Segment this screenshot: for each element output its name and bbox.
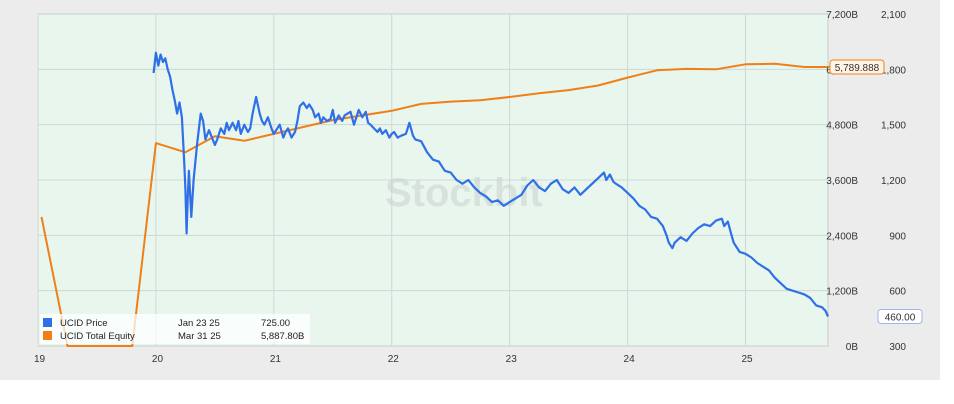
y-left-tick-label: 7,200B	[826, 10, 858, 21]
y-right-tick-label: 1,200	[881, 176, 906, 187]
x-tick-label: 19	[34, 354, 46, 365]
legend-label-equity: UCID Total Equity	[60, 331, 135, 342]
y-right-tick-label: 1,800	[881, 65, 906, 76]
legend-value-price: 725.00	[261, 318, 290, 329]
price-line	[152, 51, 830, 317]
x-tick-label: 20	[152, 354, 164, 365]
watermark: Stockbit	[385, 171, 543, 215]
y-left-tick-label: 1,200B	[826, 287, 858, 298]
equity-last-value-box	[829, 59, 885, 75]
y-right-tick-label: 2,100	[881, 10, 906, 21]
legend-swatch-price	[43, 318, 52, 327]
series-layer	[40, 51, 830, 347]
chart-frame: Stockbit 19 20 21 22 23 24 25 0B 1,200B 2,400B 3,…	[0, 0, 940, 380]
legend-value-equity: 5,887.80B	[261, 331, 304, 342]
y-left-tick-label: 4,800B	[826, 121, 858, 132]
x-tick-label: 21	[270, 354, 282, 365]
y-left-tick-label: 2,400B	[826, 231, 858, 242]
y-right-tick-label: 600	[889, 287, 906, 298]
legend-background	[40, 314, 310, 344]
legend-label-price: UCID Price	[60, 318, 108, 329]
legend: UCID Price Jan 23 25 725.00 UCID Total E…	[40, 314, 310, 344]
y-left-tick-label: 3,600B	[826, 176, 858, 187]
legend-swatch-equity	[43, 331, 52, 340]
price-last-value: 460.00	[885, 312, 916, 323]
equity-last-value: 5,789.888	[835, 63, 880, 74]
last-value-labels: 5,789.888 460.00	[829, 59, 923, 324]
y-right-tick-label: 300	[889, 342, 906, 353]
equity-line	[40, 62, 828, 347]
legend-date-price: Jan 23 25	[178, 318, 220, 329]
y-right-axis-labels: 300 600 900 1,200 1,500 1,800 2,100	[881, 10, 906, 353]
line-chart: Stockbit 19 20 21 22 23 24 25 0B 1,200B 2,400B 3,…	[34, 10, 923, 365]
x-tick-label: 25	[741, 354, 753, 365]
legend-date-equity: Mar 31 25	[178, 331, 221, 342]
y-left-tick-label: 0B	[846, 342, 859, 353]
y-right-tick-label: 1,500	[881, 121, 906, 132]
x-tick-label: 24	[624, 354, 636, 365]
x-tick-label: 22	[388, 354, 400, 365]
price-last-value-box	[877, 308, 923, 324]
x-axis-labels: 19 20 21 22 23 24 25	[34, 354, 753, 365]
y-right-tick-label: 900	[889, 231, 906, 242]
x-tick-label: 23	[506, 354, 518, 365]
